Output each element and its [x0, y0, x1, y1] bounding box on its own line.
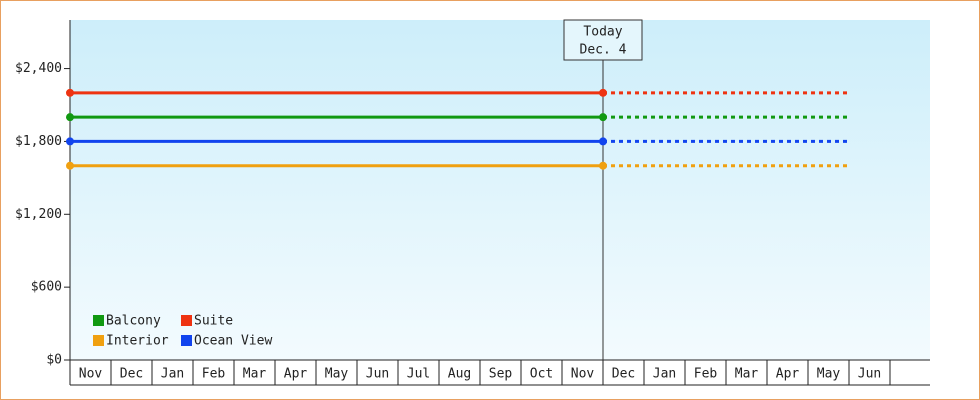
today-box — [563, 19, 643, 61]
x-tick-label: Jan — [653, 367, 676, 382]
y-tick-label: $1,200 — [15, 207, 62, 222]
x-tick-label: Dec — [120, 367, 143, 382]
point — [66, 161, 74, 170]
legend-label: Suite — [194, 314, 233, 329]
legend-swatch — [181, 315, 192, 326]
x-tick-label: Nov — [571, 367, 595, 382]
legend-label: Balcony — [106, 314, 161, 329]
x-tick-label: May — [325, 367, 349, 382]
x-tick-label: Oct — [530, 367, 553, 382]
legend-label: Interior — [106, 334, 169, 349]
x-tick-label: Feb — [202, 367, 226, 382]
plot-area — [70, 20, 930, 360]
point — [599, 113, 607, 122]
y-tick-label: $600 — [31, 280, 62, 295]
point — [599, 88, 607, 97]
today-label: Dec. 4 — [580, 43, 627, 58]
point — [66, 88, 74, 97]
y-tick-label: $2,400 — [15, 61, 62, 76]
legend-swatch — [93, 315, 104, 326]
x-tick-label: Nov — [79, 367, 103, 382]
x-tick-label: Mar — [735, 367, 759, 382]
x-tick-label: Apr — [776, 367, 800, 382]
x-tick-label: Jun — [366, 367, 389, 382]
today-label: Today — [583, 25, 622, 40]
point — [599, 161, 607, 170]
x-tick-label: May — [817, 367, 841, 382]
x-tick-label: Dec — [612, 367, 635, 382]
x-tick-label: Apr — [284, 367, 308, 382]
x-tick-label: Aug — [448, 367, 471, 382]
y-tick-label: $0 — [46, 353, 62, 368]
x-tick-label: Mar — [243, 367, 267, 382]
x-tick-label: Sep — [489, 367, 513, 382]
y-tick-label: $1,800 — [15, 134, 62, 149]
point — [599, 137, 607, 146]
x-tick-label: Jul — [407, 367, 430, 382]
legend-swatch — [93, 335, 104, 346]
point — [66, 137, 74, 146]
x-tick-label: Jan — [161, 367, 184, 382]
legend-swatch — [181, 335, 192, 346]
point — [66, 113, 74, 122]
x-tick-label: Jun — [858, 367, 881, 382]
legend-label: Ocean View — [194, 334, 272, 349]
x-tick-label: Feb — [694, 367, 718, 382]
